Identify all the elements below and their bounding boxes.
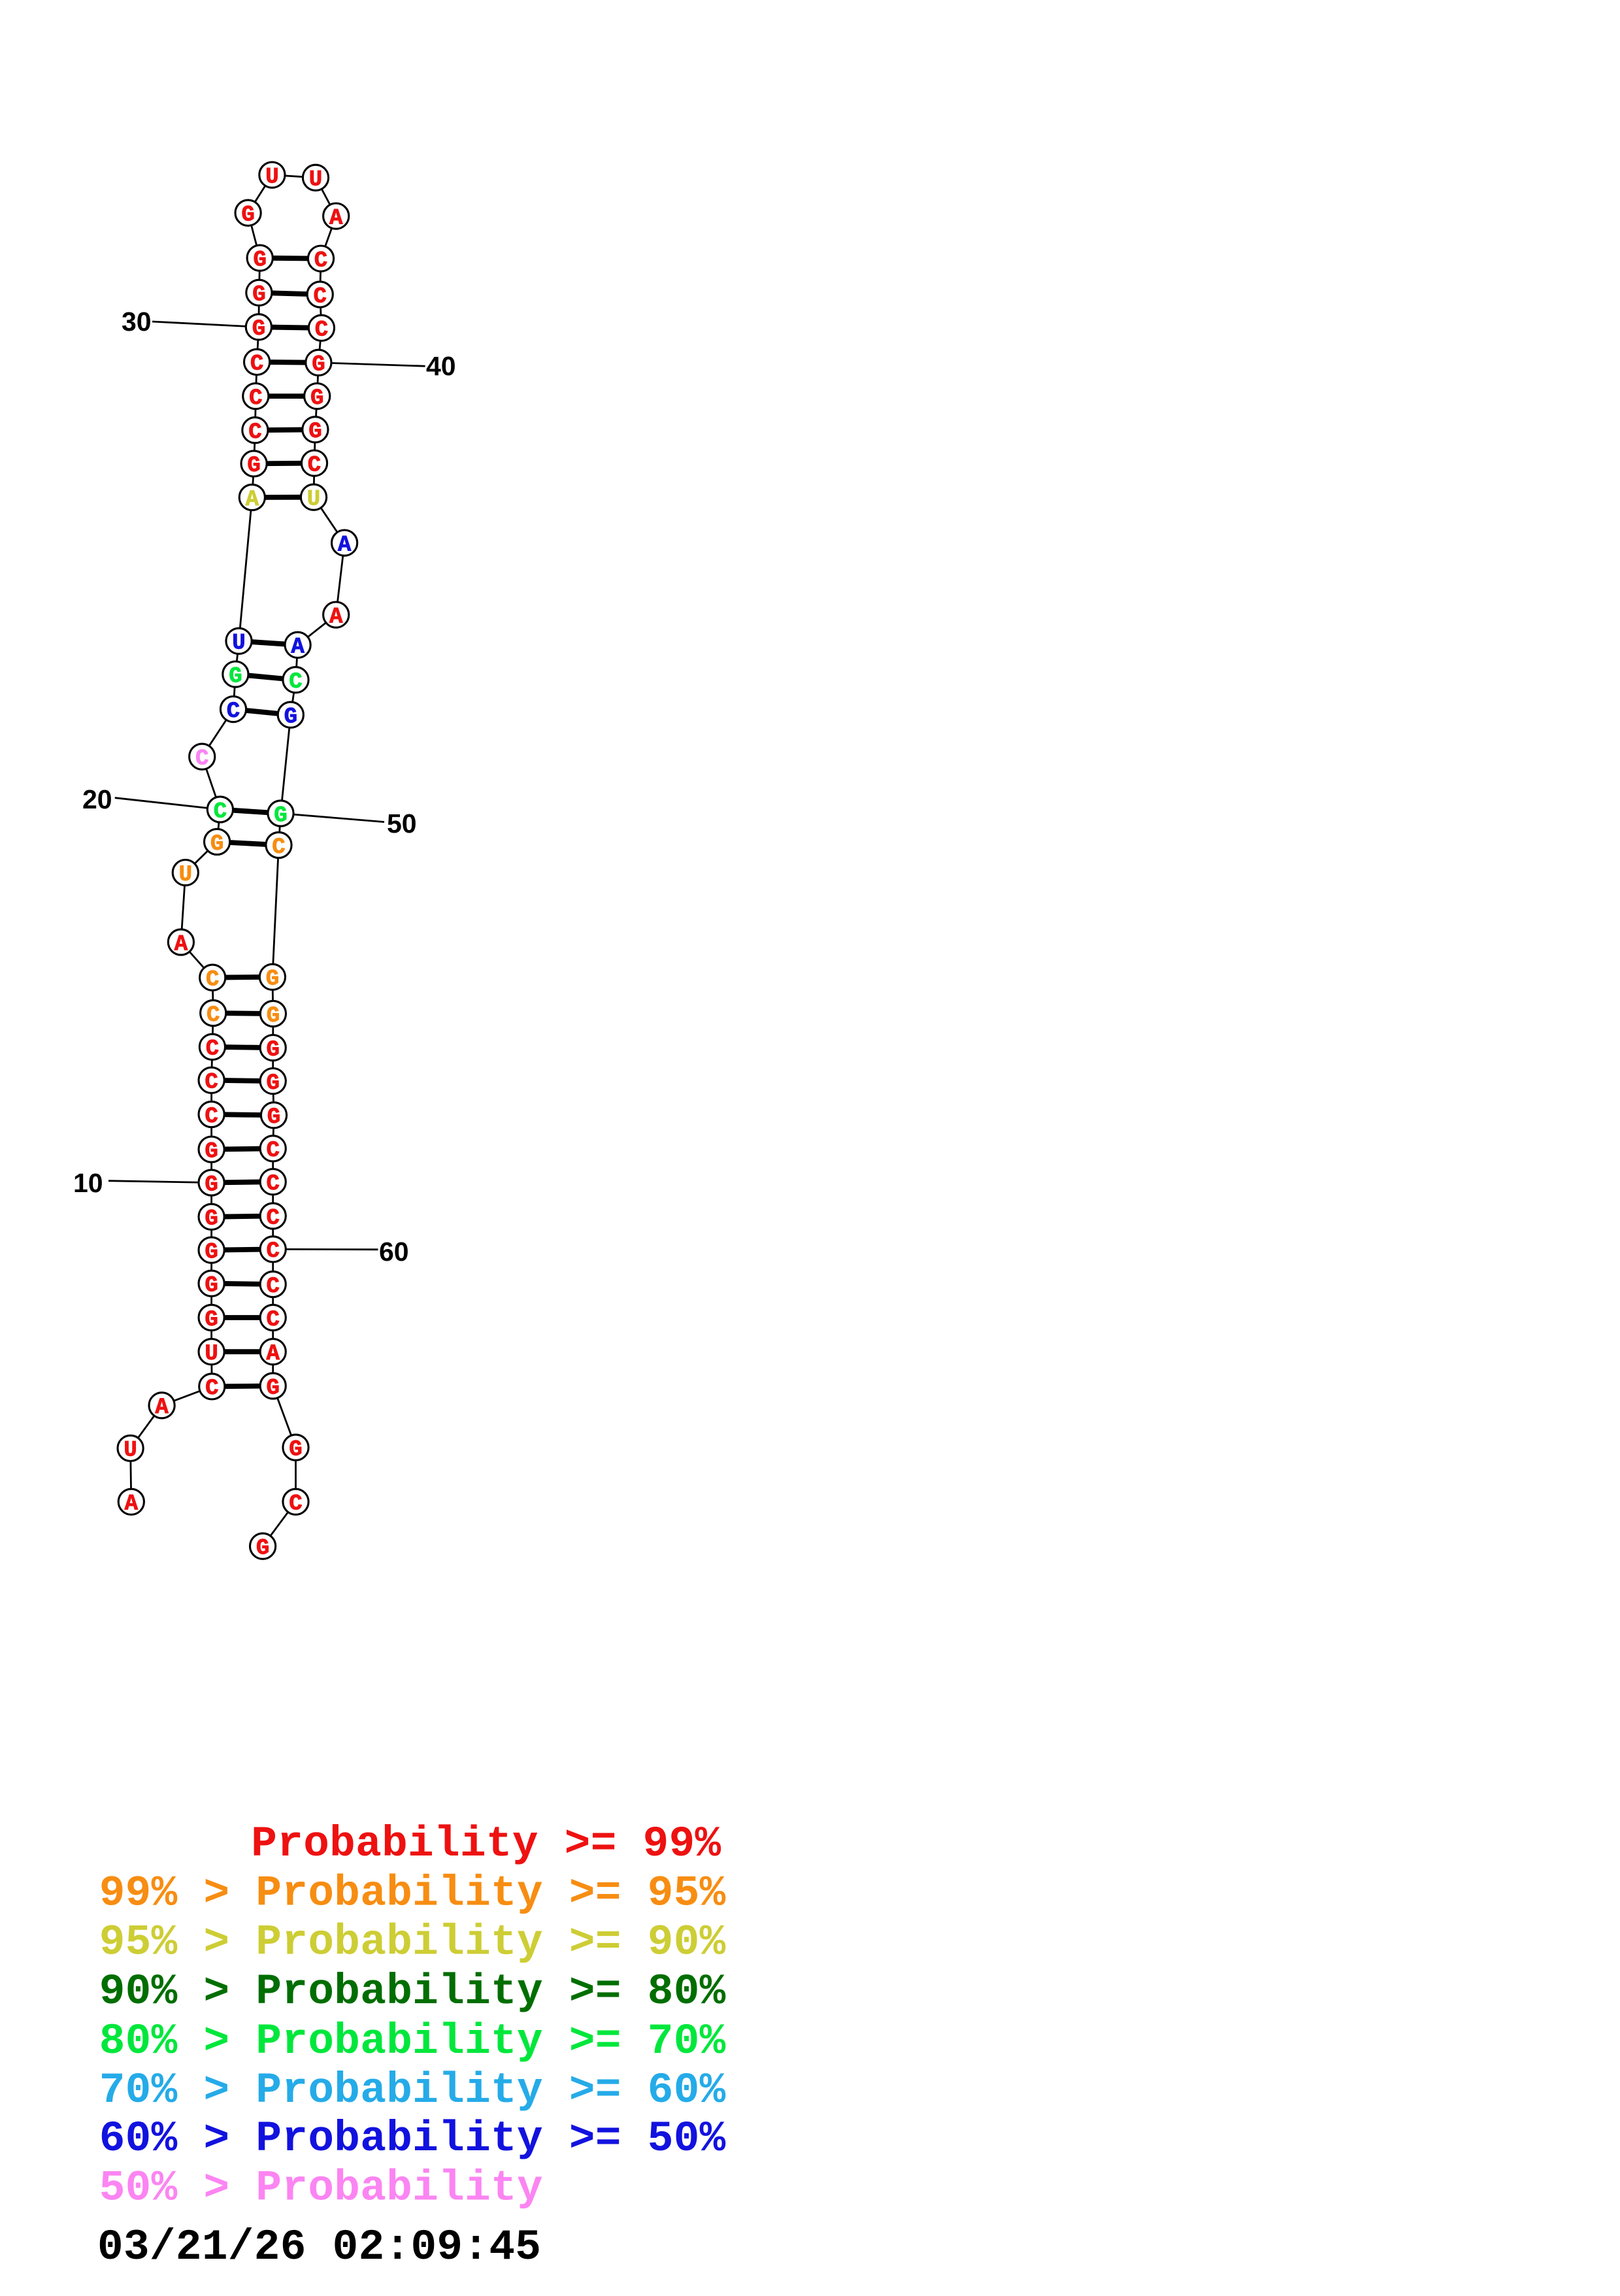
svg-text:C: C bbox=[272, 835, 285, 860]
svg-text:U: U bbox=[307, 488, 320, 512]
svg-text:G: G bbox=[205, 1240, 218, 1265]
svg-text:10: 10 bbox=[73, 1168, 103, 1198]
svg-text:Probability >= 99%: Probability >= 99% bbox=[251, 1820, 721, 1869]
svg-text:99% > Probability >= 95%: 99% > Probability >= 95% bbox=[99, 1869, 726, 1918]
svg-text:C: C bbox=[205, 1071, 218, 1095]
svg-text:30: 30 bbox=[122, 307, 152, 337]
svg-text:80% > Probability >= 70%: 80% > Probability >= 70% bbox=[99, 2017, 726, 2066]
svg-text:A: A bbox=[291, 635, 305, 660]
svg-text:C: C bbox=[205, 1105, 218, 1129]
svg-text:C: C bbox=[266, 1308, 279, 1333]
svg-text:G: G bbox=[310, 386, 323, 411]
svg-text:U: U bbox=[124, 1439, 137, 1463]
svg-text:A: A bbox=[338, 533, 352, 557]
svg-text:G: G bbox=[267, 1105, 280, 1130]
svg-text:C: C bbox=[266, 1172, 279, 1197]
svg-text:60: 60 bbox=[379, 1237, 409, 1267]
svg-text:C: C bbox=[315, 318, 328, 343]
svg-text:C: C bbox=[313, 284, 326, 309]
svg-text:C: C bbox=[214, 799, 227, 824]
svg-text:G: G bbox=[266, 1038, 279, 1063]
svg-text:60% > Probability >= 50%: 60% > Probability >= 50% bbox=[99, 2114, 726, 2163]
svg-text:G: G bbox=[266, 1071, 279, 1096]
svg-text:G: G bbox=[241, 203, 254, 228]
svg-text:20: 20 bbox=[82, 784, 112, 814]
svg-text:G: G bbox=[205, 1173, 218, 1197]
svg-text:C: C bbox=[248, 420, 261, 445]
svg-text:G: G bbox=[266, 1376, 279, 1401]
svg-text:C: C bbox=[266, 1274, 279, 1299]
svg-text:G: G bbox=[205, 1139, 218, 1164]
svg-text:A: A bbox=[125, 1492, 139, 1517]
svg-text:G: G bbox=[312, 353, 325, 378]
svg-text:A: A bbox=[155, 1395, 169, 1420]
svg-text:G: G bbox=[289, 1438, 302, 1463]
svg-text:03/21/26 02:09:45: 03/21/26 02:09:45 bbox=[97, 2223, 541, 2272]
svg-text:G: G bbox=[267, 1004, 280, 1029]
svg-text:U: U bbox=[179, 863, 192, 888]
svg-text:U: U bbox=[265, 165, 278, 190]
svg-text:G: G bbox=[229, 664, 242, 689]
svg-text:U: U bbox=[232, 631, 245, 656]
svg-text:G: G bbox=[252, 317, 265, 342]
svg-text:U: U bbox=[309, 168, 322, 193]
svg-text:A: A bbox=[329, 206, 343, 231]
svg-text:C: C bbox=[207, 1003, 220, 1028]
svg-text:G: G bbox=[205, 1274, 218, 1299]
svg-text:G: G bbox=[284, 705, 297, 730]
svg-text:G: G bbox=[274, 803, 287, 828]
svg-text:50: 50 bbox=[387, 808, 417, 839]
svg-text:C: C bbox=[314, 248, 327, 273]
svg-text:G: G bbox=[252, 283, 265, 308]
svg-text:40: 40 bbox=[426, 351, 456, 381]
svg-text:50% > Probability: 50% > Probability bbox=[99, 2164, 543, 2213]
svg-text:A: A bbox=[174, 932, 188, 957]
svg-text:90% > Probability >= 80%: 90% > Probability >= 80% bbox=[99, 1967, 726, 2016]
svg-text:C: C bbox=[266, 1206, 279, 1231]
svg-text:U: U bbox=[205, 1342, 218, 1367]
svg-text:C: C bbox=[206, 1037, 219, 1062]
svg-text:C: C bbox=[227, 699, 240, 724]
svg-text:G: G bbox=[308, 420, 322, 444]
svg-text:C: C bbox=[266, 1239, 279, 1264]
svg-text:C: C bbox=[289, 670, 302, 695]
svg-text:C: C bbox=[308, 453, 321, 478]
svg-text:C: C bbox=[205, 1376, 218, 1401]
svg-text:A: A bbox=[266, 1342, 280, 1367]
svg-text:C: C bbox=[206, 968, 219, 993]
svg-text:G: G bbox=[266, 967, 279, 992]
svg-text:C: C bbox=[266, 1139, 279, 1163]
svg-text:G: G bbox=[247, 454, 260, 478]
svg-text:G: G bbox=[205, 1308, 218, 1333]
svg-text:G: G bbox=[256, 1537, 269, 1561]
svg-text:C: C bbox=[289, 1492, 302, 1517]
svg-text:G: G bbox=[205, 1207, 218, 1232]
svg-text:A: A bbox=[246, 488, 259, 512]
svg-text:C: C bbox=[250, 352, 263, 377]
svg-text:C: C bbox=[195, 747, 208, 772]
svg-text:70% > Probability >= 60%: 70% > Probability >= 60% bbox=[99, 2066, 726, 2115]
svg-text:C: C bbox=[249, 386, 262, 411]
svg-text:G: G bbox=[210, 832, 223, 857]
svg-text:G: G bbox=[253, 248, 266, 273]
svg-text:A: A bbox=[329, 605, 343, 629]
svg-text:95% > Probability >= 90%: 95% > Probability >= 90% bbox=[99, 1918, 726, 1967]
